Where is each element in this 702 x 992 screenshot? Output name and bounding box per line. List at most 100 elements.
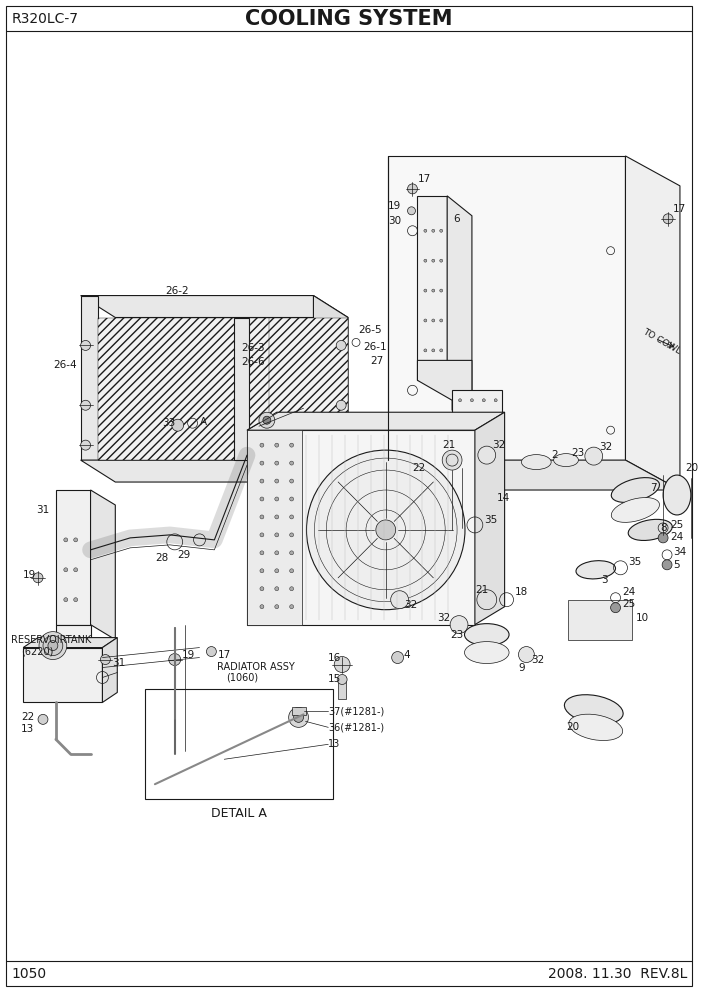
Circle shape — [168, 654, 180, 666]
Ellipse shape — [663, 475, 691, 515]
Text: 32: 32 — [404, 600, 418, 610]
Circle shape — [260, 479, 264, 483]
Ellipse shape — [522, 454, 551, 469]
Text: 26-2: 26-2 — [165, 286, 188, 296]
Circle shape — [260, 443, 264, 447]
Bar — [247, 431, 302, 625]
Polygon shape — [91, 490, 115, 640]
Circle shape — [458, 414, 461, 417]
Text: 7: 7 — [650, 483, 657, 493]
Ellipse shape — [628, 520, 673, 541]
Circle shape — [43, 636, 62, 656]
Bar — [23, 648, 102, 702]
Polygon shape — [447, 195, 472, 400]
Circle shape — [519, 647, 534, 663]
Circle shape — [274, 533, 279, 537]
Text: 29: 29 — [178, 550, 191, 559]
Circle shape — [336, 340, 346, 350]
Circle shape — [334, 657, 350, 673]
Text: 26-1: 26-1 — [363, 342, 387, 352]
Text: 20: 20 — [566, 722, 579, 732]
Polygon shape — [388, 460, 680, 490]
Circle shape — [424, 289, 427, 292]
Circle shape — [391, 590, 409, 609]
Circle shape — [289, 707, 308, 727]
Circle shape — [494, 399, 497, 402]
Text: RADIATOR ASSY: RADIATOR ASSY — [218, 662, 295, 672]
Circle shape — [663, 214, 673, 224]
Polygon shape — [81, 460, 348, 482]
Text: 18: 18 — [515, 586, 528, 597]
Text: 8: 8 — [660, 523, 667, 533]
Circle shape — [274, 461, 279, 465]
Polygon shape — [625, 156, 680, 490]
Ellipse shape — [569, 714, 623, 740]
Circle shape — [39, 632, 67, 660]
Text: 22: 22 — [413, 463, 425, 473]
Text: (1060): (1060) — [226, 673, 258, 682]
Text: 24: 24 — [670, 532, 683, 542]
Circle shape — [274, 605, 279, 609]
Text: 5: 5 — [673, 559, 680, 569]
Circle shape — [274, 551, 279, 555]
Circle shape — [81, 440, 91, 450]
Circle shape — [439, 259, 443, 262]
Text: 27: 27 — [370, 356, 383, 366]
Text: 30: 30 — [388, 216, 401, 226]
Polygon shape — [475, 413, 505, 625]
Circle shape — [337, 675, 347, 684]
Bar — [247, 431, 475, 625]
Text: 25: 25 — [670, 520, 683, 530]
Polygon shape — [23, 638, 117, 648]
Polygon shape — [56, 490, 91, 625]
Circle shape — [450, 616, 468, 634]
Text: 25: 25 — [623, 599, 636, 609]
Circle shape — [260, 568, 264, 572]
Circle shape — [74, 538, 78, 542]
Text: 32: 32 — [491, 440, 505, 450]
Polygon shape — [247, 413, 505, 431]
Circle shape — [470, 399, 473, 402]
Polygon shape — [102, 638, 117, 702]
Text: 15: 15 — [329, 675, 342, 684]
Circle shape — [439, 289, 443, 292]
Circle shape — [33, 572, 43, 582]
Text: 23: 23 — [571, 448, 584, 458]
Text: 36(#1281-): 36(#1281-) — [329, 722, 385, 732]
Circle shape — [74, 567, 78, 571]
Polygon shape — [56, 625, 91, 665]
Circle shape — [64, 567, 68, 571]
Circle shape — [439, 229, 443, 232]
Text: (6220): (6220) — [21, 647, 53, 657]
Circle shape — [290, 568, 293, 572]
Circle shape — [259, 413, 274, 429]
Text: 21: 21 — [475, 584, 488, 595]
Text: R320LC-7: R320LC-7 — [11, 12, 79, 27]
Polygon shape — [418, 360, 472, 411]
Text: 19: 19 — [23, 569, 37, 579]
Circle shape — [611, 603, 621, 613]
Text: 23: 23 — [450, 630, 463, 640]
Circle shape — [263, 417, 271, 425]
Bar — [269, 317, 348, 482]
Circle shape — [482, 399, 485, 402]
Circle shape — [260, 497, 264, 501]
Circle shape — [260, 551, 264, 555]
Circle shape — [432, 289, 435, 292]
Polygon shape — [388, 156, 625, 460]
Text: 17: 17 — [218, 650, 230, 660]
Circle shape — [392, 652, 404, 664]
Ellipse shape — [576, 560, 616, 579]
Circle shape — [290, 605, 293, 609]
Circle shape — [64, 538, 68, 542]
Polygon shape — [81, 296, 98, 460]
Text: TO COWL: TO COWL — [641, 326, 682, 355]
Ellipse shape — [611, 498, 659, 523]
Circle shape — [336, 400, 346, 411]
Text: 17: 17 — [418, 174, 431, 184]
Circle shape — [38, 714, 48, 724]
Circle shape — [64, 598, 68, 602]
Circle shape — [290, 497, 293, 501]
Bar — [98, 317, 313, 460]
Text: 35: 35 — [628, 557, 642, 566]
